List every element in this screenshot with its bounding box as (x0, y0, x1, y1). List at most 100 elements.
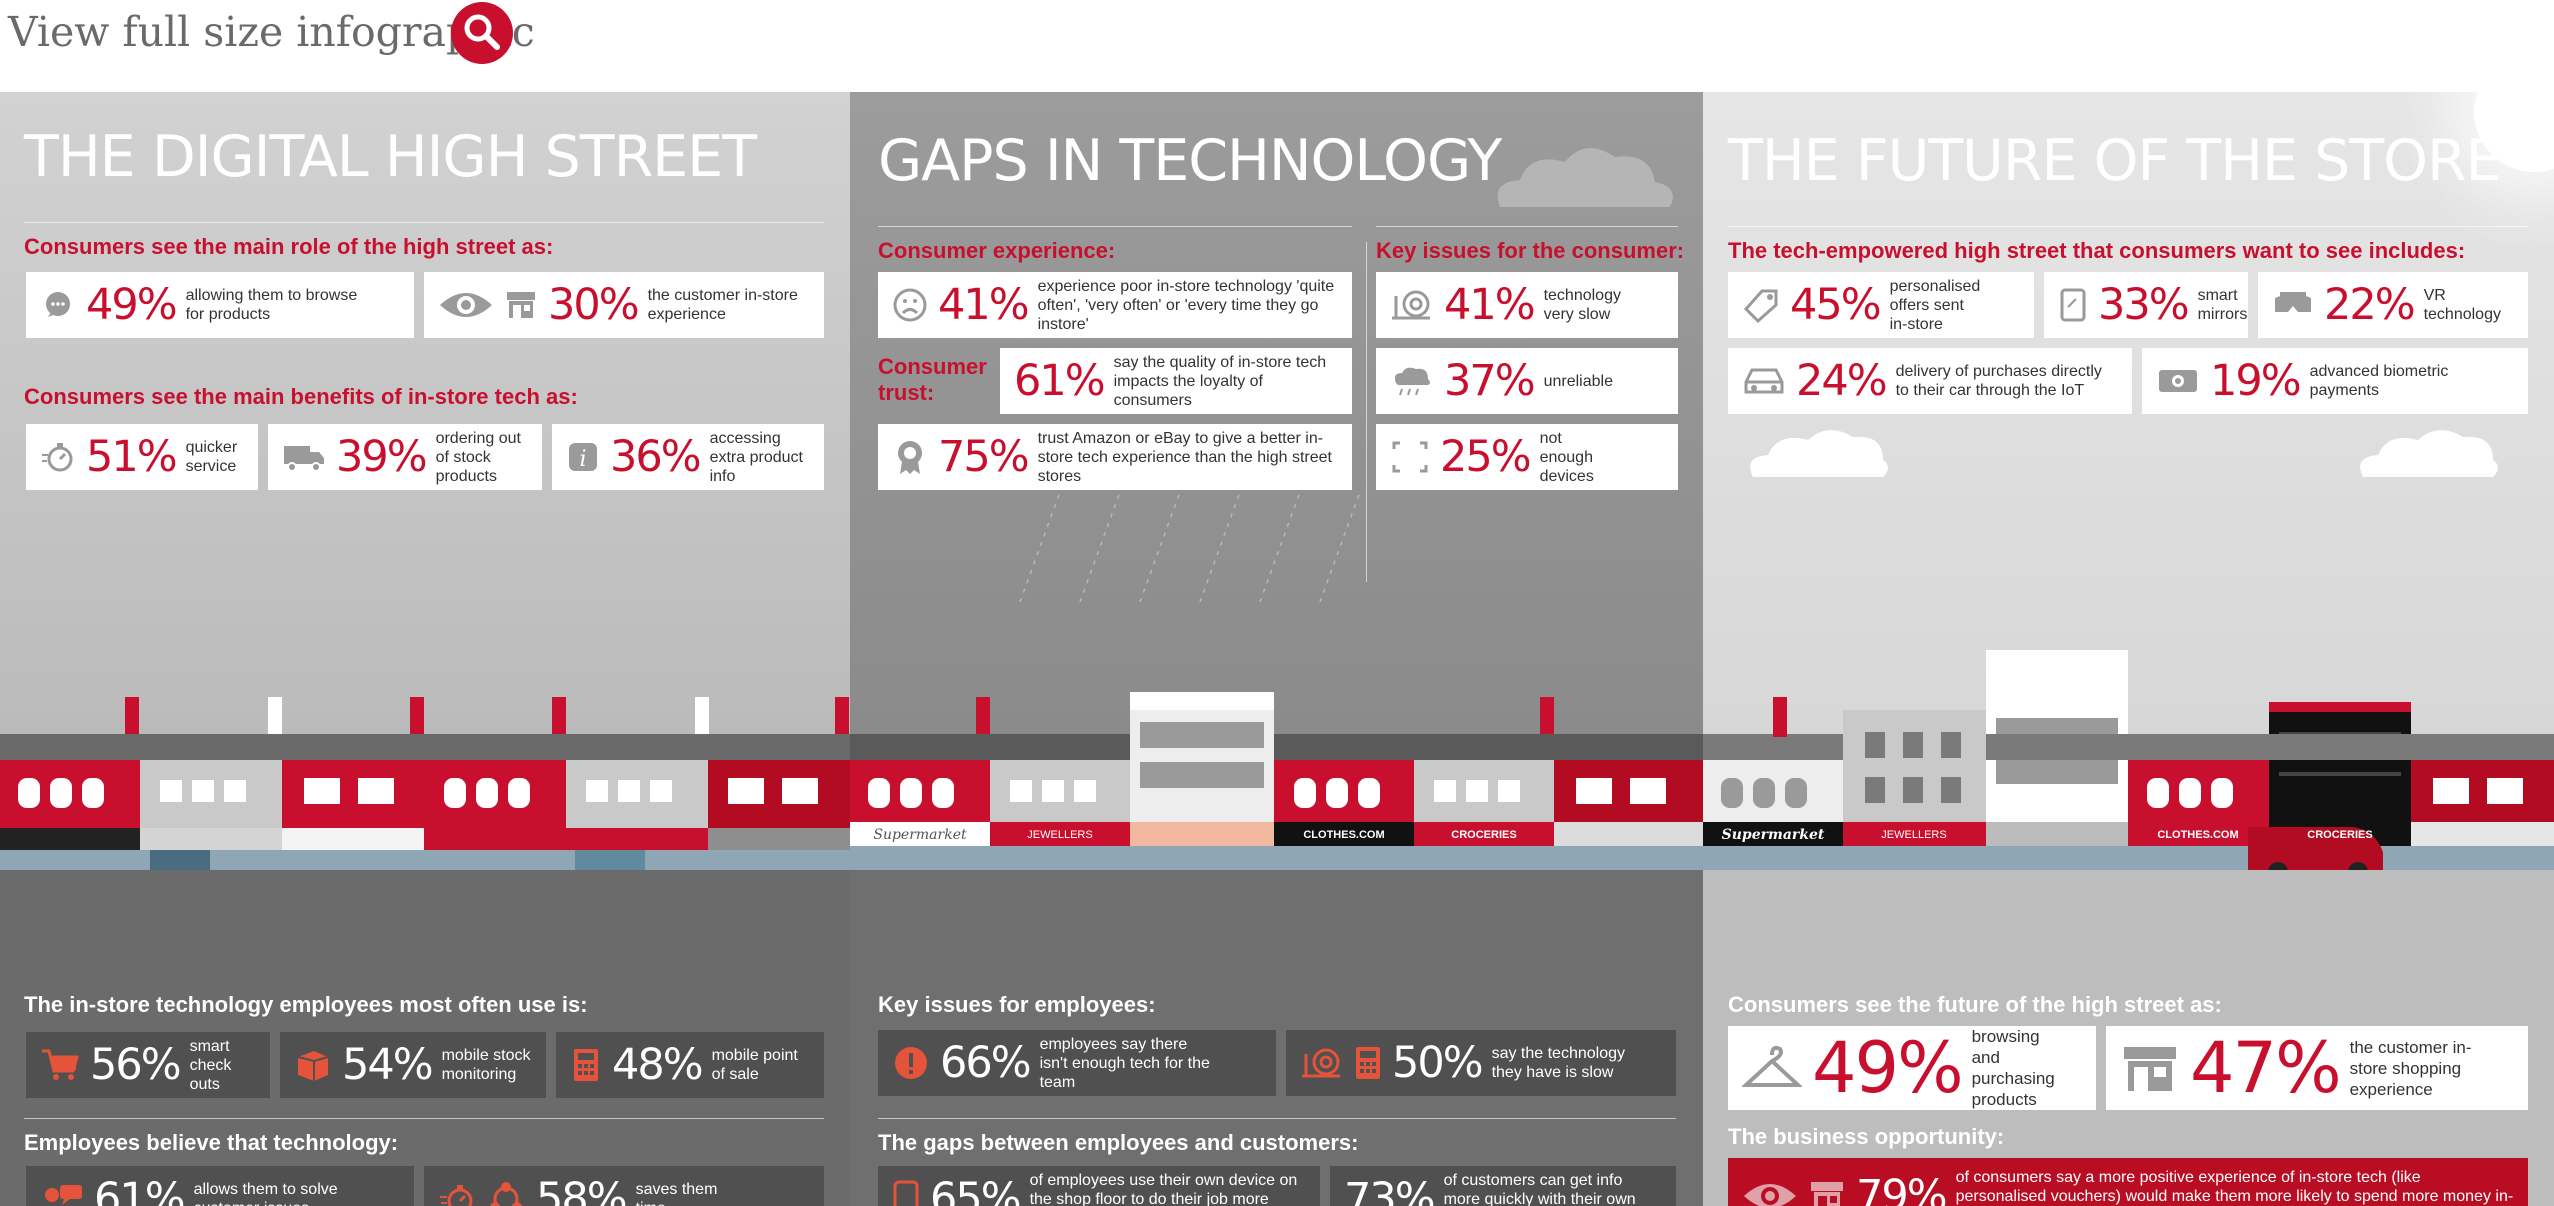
stat-value: 24% (1796, 355, 1888, 406)
opportunity-heading: The business opportunity: (1728, 1124, 2005, 1149)
stat-loyalty: 61% say the quality of in-store tech imp… (1000, 348, 1352, 414)
search-button[interactable] (451, 2, 513, 64)
digital-high-street-section: THE DIGITAL HIGH STREET Consumers see th… (0, 92, 850, 1206)
view-full-size-link[interactable]: View full size infographic (8, 8, 535, 56)
shopping-cart-icon (40, 1047, 80, 1083)
stat-personalised-offers: 45% personalised offers sent in-store (1728, 272, 2034, 338)
support-chat-icon (40, 1181, 84, 1206)
divider (24, 1118, 824, 1119)
section-title: GAPS IN TECHNOLOGY (878, 128, 1502, 194)
stat-label: of consumers say a more positive experie… (1955, 1168, 2514, 1205)
stat-not-enough-tech: 66% employees say there isn't enough tec… (878, 1030, 1276, 1096)
future-of-the-store-section: THE FUTURE OF THE STORE The tech-empower… (1703, 92, 2554, 1206)
top-bar: View full size infographic (0, 0, 2554, 92)
stat-label: trust Amazon or eBay to give a better in… (1037, 429, 1332, 485)
stat-browsing-purchasing: 49% browsing and purchasing products (1728, 1026, 2096, 1110)
divider (24, 222, 824, 223)
employee-panel: Key issues for employees: 66% employees … (850, 870, 1703, 1206)
stat-value: 49% (1812, 1027, 1964, 1109)
stat-label: personalised offers sent in-store (1889, 277, 1981, 333)
stat-car-delivery: 24% delivery of purchases directly to th… (1728, 348, 2132, 414)
stat-unreliable: 37% unreliable (1376, 348, 1678, 414)
stopwatch-icon (40, 439, 76, 475)
stat-value: 33% (2098, 279, 2190, 330)
believe-heading: Employees believe that technology: (24, 1130, 399, 1155)
stat-value: 50% (1392, 1037, 1484, 1088)
dashed-frame-icon (1390, 439, 1430, 475)
stat-value: 47% (2190, 1027, 2342, 1109)
shop-icon (2120, 1041, 2180, 1095)
eye-icon (438, 287, 494, 323)
stat-product-info: i 36% accessing extra product info (552, 424, 824, 490)
role-heading: Consumers see the main role of the high … (24, 234, 554, 259)
stat-value: 61% (1014, 355, 1106, 406)
stat-label: mobile point of sale (711, 1047, 798, 1083)
stat-experience: 30% the customer in-store experience (424, 272, 824, 338)
info-icon: i (566, 440, 600, 474)
stat-label: allowing them to browse for products (185, 287, 358, 323)
employee-heading: The in-store technology employees most o… (24, 992, 588, 1017)
stat-value: 61% (94, 1173, 186, 1206)
employee-panel: The in-store technology employees most o… (0, 870, 850, 1206)
vr-headset-icon (2272, 288, 2314, 322)
shop-sign: Supermarket (873, 827, 967, 843)
stat-label: say the technology they have is slow (1491, 1045, 1625, 1081)
stat-value: 22% (2324, 279, 2416, 330)
stat-business-opportunity: 79% of consumers say a more positive exp… (1728, 1158, 2528, 1206)
magnifier-icon (464, 14, 500, 50)
stat-label: smart check outs (189, 1037, 232, 1093)
shop-sign: JEWELLERS (1881, 829, 1946, 841)
benefits-heading: Consumers see the main benefits of in-st… (24, 384, 578, 409)
stat-label: unreliable (1543, 372, 1613, 390)
stat-value: 51% (86, 431, 178, 482)
stat-label: of employees use their own device on the… (1029, 1171, 1298, 1206)
stat-value: 30% (548, 279, 640, 330)
mobile-phone-icon (892, 1180, 920, 1206)
cloud-graphic (1497, 148, 1673, 207)
stat-ordering: 39% ordering out of stock products (268, 424, 542, 490)
stat-mobile-pos: 48% mobile point of sale (556, 1032, 824, 1098)
stat-saves-time: 58% saves them time (424, 1166, 824, 1206)
section-title: THE FUTURE OF THE STORE (1728, 128, 2502, 194)
stat-label: experience poor in-store technology 'qui… (1037, 277, 1335, 333)
stat-label: the customer in-store shopping experienc… (2349, 1037, 2472, 1099)
stat-label: of customers can get info more quickly w… (1443, 1171, 1636, 1206)
shop-sign: CLOTHES.COM (1303, 829, 1384, 841)
stat-smart-checkouts: 56% smart check outs (26, 1032, 270, 1098)
section-title: THE DIGITAL HIGH STREET (24, 124, 757, 190)
gaps-in-technology-section: GAPS IN TECHNOLOGY Consumer experience: … (850, 92, 1703, 1206)
stat-amazon-trust: 75% trust Amazon or eBay to give a bette… (878, 424, 1352, 490)
stat-value: 56% (90, 1039, 182, 1090)
stat-label: not enough devices (1539, 429, 1594, 485)
stat-own-device-customers: 73% of customers can get info more quick… (1330, 1166, 1676, 1206)
network-share-icon (486, 1181, 526, 1206)
stat-own-device-employees: 65% of employees use their own device on… (878, 1166, 1320, 1206)
stat-solve-issues: 61% allows them to solve customer issues (26, 1166, 414, 1206)
sad-face-icon (892, 287, 928, 323)
divider (878, 1118, 1676, 1119)
stat-biometric: 19% advanced biometric payments (2142, 348, 2528, 414)
trust-label: Consumer trust: (878, 354, 987, 405)
stat-smart-mirrors: 33% smart mirrors (2044, 272, 2248, 338)
stat-value: 48% (612, 1039, 704, 1090)
key-issues-heading: Key issues for the consumer: (1376, 238, 1685, 263)
stat-label: say the quality of in-store tech impacts… (1113, 353, 1327, 409)
award-badge-icon (892, 438, 928, 476)
clothes-hanger-icon (1742, 1041, 1802, 1095)
shop-icon (1808, 1178, 1846, 1206)
shop-sign: Supermarket (1722, 827, 1825, 843)
stat-value: 39% (336, 431, 428, 482)
wants-heading: The tech-empowered high street that cons… (1728, 238, 2466, 263)
stat-label: allows them to solve customer issues (193, 1181, 338, 1206)
stat-label: saves them time (635, 1181, 718, 1206)
stat-browse: 49% allowing them to browse for products (26, 272, 414, 338)
stopwatch-icon (438, 1181, 476, 1206)
stat-value: 79% (1856, 1170, 1948, 1206)
gap-heading: The gaps between employees and customers… (878, 1130, 1359, 1155)
stat-vr: 22% VR technology (2258, 272, 2528, 338)
divider (1728, 226, 2528, 227)
stat-label: technology very slow (1543, 287, 1621, 323)
employee-issues-heading: Key issues for employees: (878, 992, 1156, 1017)
stat-value: 25% (1440, 431, 1532, 482)
stat-value: 45% (1790, 279, 1882, 330)
